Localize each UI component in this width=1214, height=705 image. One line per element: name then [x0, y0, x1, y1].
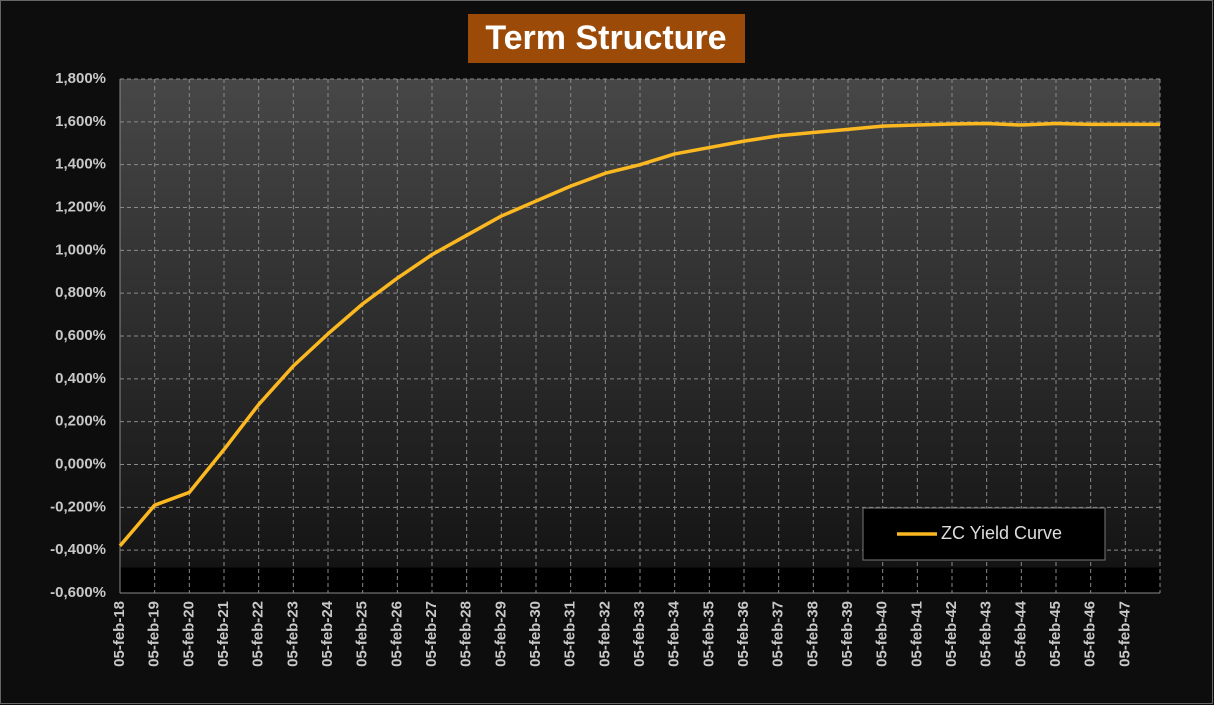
- y-tick-label: 0,800%: [55, 284, 106, 301]
- y-tick-label: -0,200%: [50, 498, 106, 515]
- x-tick-label: 05-feb-45: [1047, 601, 1064, 667]
- y-tick-label: -0,400%: [50, 541, 106, 558]
- x-tick-label: 05-feb-31: [562, 601, 579, 667]
- x-tick-label: 05-feb-26: [388, 601, 405, 667]
- x-tick-label: 05-feb-36: [735, 601, 752, 667]
- legend-label: ZC Yield Curve: [941, 523, 1062, 543]
- x-tick-label: 05-feb-21: [215, 601, 232, 667]
- x-tick-label: 05-feb-46: [1082, 601, 1099, 667]
- y-tick-label: 0,000%: [55, 455, 106, 472]
- x-tick-label: 05-feb-19: [146, 601, 163, 667]
- x-tick-label: 05-feb-44: [1012, 600, 1029, 667]
- x-tick-label: 05-feb-29: [492, 601, 509, 667]
- x-tick-label: 05-feb-35: [700, 601, 717, 667]
- x-tick-label: 05-feb-30: [527, 601, 544, 667]
- x-tick-label: 05-feb-27: [423, 601, 440, 667]
- x-tick-label: 05-feb-41: [908, 601, 925, 667]
- x-tick-label: 05-feb-39: [839, 601, 856, 667]
- x-tick-label: 05-feb-23: [284, 601, 301, 667]
- y-tick-label: 0,400%: [55, 370, 106, 387]
- x-tick-label: 05-feb-18: [111, 601, 128, 667]
- x-tick-label: 05-feb-33: [631, 601, 648, 667]
- y-tick-label: 1,400%: [55, 156, 106, 173]
- y-tick-label: 0,600%: [55, 327, 106, 344]
- x-tick-label: 05-feb-25: [354, 601, 371, 667]
- x-tick-label: 05-feb-28: [458, 601, 475, 667]
- x-tick-label: 05-feb-42: [943, 601, 960, 667]
- y-tick-label: -0,600%: [50, 584, 106, 601]
- x-tick-label: 05-feb-40: [874, 601, 891, 667]
- x-tick-label: 05-feb-22: [250, 601, 267, 667]
- x-tick-label: 05-feb-32: [596, 601, 613, 667]
- y-tick-label: 1,600%: [55, 113, 106, 130]
- x-tick-label: 05-feb-47: [1116, 601, 1133, 667]
- series-line: [118, 121, 1160, 548]
- x-tick-label: 05-feb-20: [180, 601, 197, 667]
- x-tick-label: 05-feb-38: [804, 601, 821, 667]
- y-tick-label: 0,200%: [55, 413, 106, 430]
- y-tick-label: 1,200%: [55, 198, 106, 215]
- chart-title: Term Structure: [485, 19, 726, 57]
- y-tick-label: 1,800%: [55, 70, 106, 87]
- title-box: [468, 14, 745, 63]
- x-tick-label: 05-feb-24: [319, 600, 336, 667]
- y-tick-label: 1,000%: [55, 241, 106, 258]
- x-tick-label: 05-feb-37: [770, 601, 787, 667]
- x-tick-label: 05-feb-43: [978, 601, 995, 667]
- x-tick-label: 05-feb-34: [666, 600, 683, 667]
